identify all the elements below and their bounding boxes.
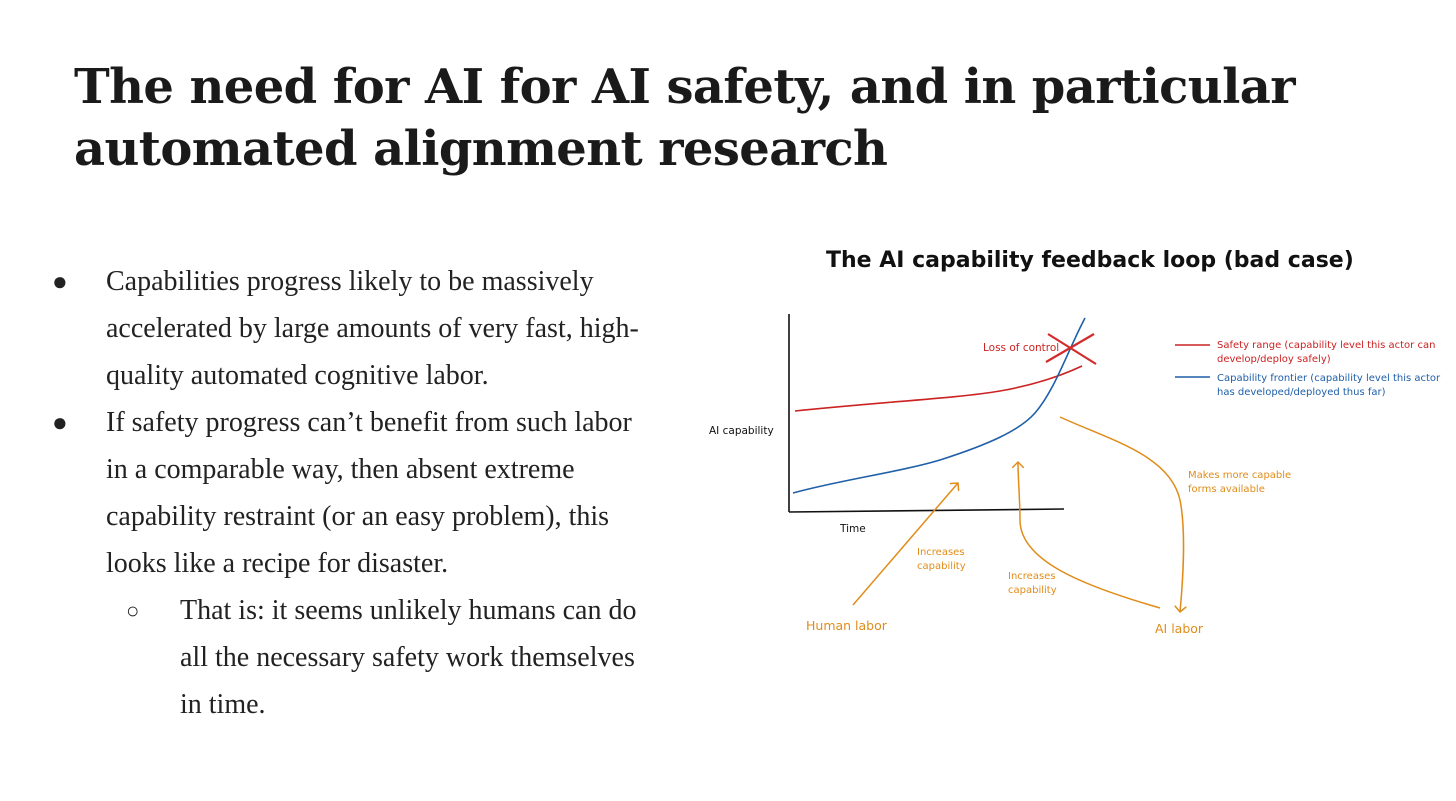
- legend-safety-line1: Safety range (capability level this acto…: [1217, 340, 1435, 351]
- increases-capability-label-2b: capability: [1008, 585, 1057, 596]
- capability-frontier-line: [792, 317, 1086, 494]
- bullet-text: If safety progress can’t benefit from su…: [106, 407, 632, 579]
- safety-range-line: [794, 365, 1083, 412]
- slide-title: The need for AI for AI safety, and in pa…: [74, 59, 1295, 177]
- bullet-marker: ●: [52, 408, 68, 437]
- x-axis: [788, 508, 1065, 513]
- loss-of-control-label: Loss of control: [983, 342, 1059, 354]
- frontier-to-ai-labor-arrow: [1059, 416, 1183, 612]
- bullet-item: ● If safety progress can’t benefit from …: [0, 399, 700, 587]
- human-labor-arrow: [852, 483, 958, 606]
- sub-bullet-marker: ○: [126, 598, 140, 623]
- human-labor-label: Human labor: [806, 618, 888, 633]
- sub-bullet-text: That is: it seems unlikely humans can do…: [180, 595, 637, 720]
- bullet-list: ● Capabilities progress likely to be mas…: [0, 258, 700, 728]
- increases-capability-label-2a: Increases: [1008, 571, 1056, 582]
- makes-more-capable-label-a: Makes more capable: [1188, 470, 1291, 481]
- x-axis-label: Time: [839, 523, 866, 535]
- y-axis-label: AI capability: [709, 425, 774, 437]
- sub-bullet-item: ○ That is: it seems unlikely humans can …: [0, 587, 700, 728]
- ai-labor-capability-arrow: [1018, 462, 1161, 609]
- legend-frontier-line1: Capability frontier (capability level th…: [1217, 373, 1441, 384]
- legend-frontier-line2: has developed/deployed thus far): [1217, 387, 1386, 398]
- diagram-title: The AI capability feedback loop (bad cas…: [826, 248, 1354, 273]
- bullet-text: Capabilities progress likely to be massi…: [106, 266, 639, 391]
- bullet-marker: ●: [52, 267, 68, 296]
- legend: Safety range (capability level this acto…: [1175, 340, 1441, 398]
- increases-capability-label-1a: Increases: [917, 547, 965, 558]
- legend-safety-line2: develop/deploy safely): [1217, 354, 1331, 365]
- loss-of-control-cross-icon: [1045, 333, 1097, 365]
- makes-more-capable-label-b: forms available: [1188, 484, 1265, 495]
- ai-labor-label: AI labor: [1155, 621, 1204, 636]
- bullet-item: ● Capabilities progress likely to be mas…: [0, 258, 700, 399]
- increases-capability-label-1b: capability: [917, 561, 966, 572]
